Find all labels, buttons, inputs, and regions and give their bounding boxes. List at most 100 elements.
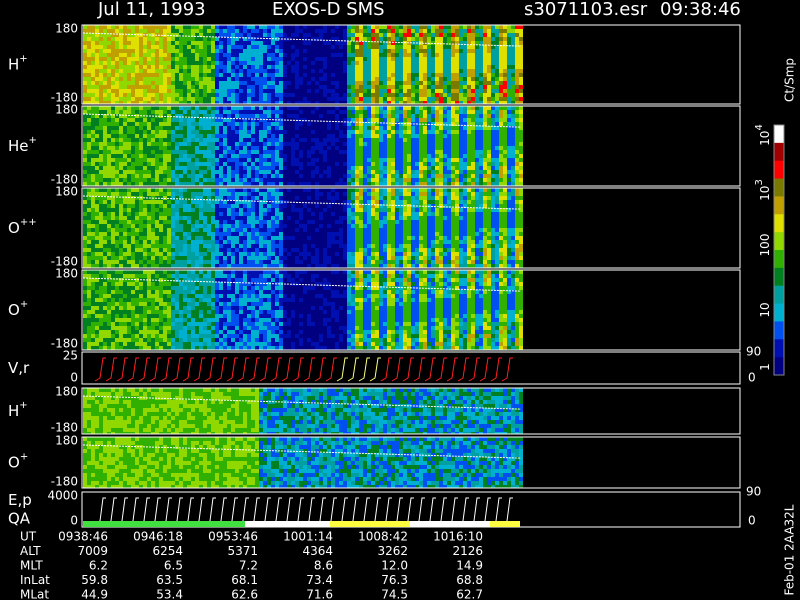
spectrogram-cell <box>279 106 283 110</box>
spectrogram-cell <box>183 264 187 268</box>
spectrogram-cell <box>143 142 147 146</box>
spectrogram-cell <box>143 200 147 204</box>
spectrogram-cell <box>375 73 379 77</box>
spectrogram-cell <box>199 57 203 61</box>
spectrogram-cell <box>159 93 163 97</box>
spectrogram-cell <box>455 61 459 65</box>
spectrogram-cell <box>319 85 323 89</box>
spectrogram-cell <box>187 248 191 252</box>
spectrogram-cell <box>479 138 483 142</box>
spectrogram-cell <box>155 208 159 212</box>
spectrogram-cell <box>139 228 143 232</box>
spectrogram-cell <box>191 174 195 178</box>
spectrogram-cell <box>483 65 487 69</box>
spectrogram-cell <box>515 93 519 97</box>
spectrogram-cell <box>419 57 423 61</box>
spectrogram-cell <box>443 65 447 69</box>
spectrogram-cell <box>355 106 359 110</box>
spectrogram-cell <box>231 154 235 158</box>
spectrogram-cell <box>387 77 391 81</box>
spectrogram-cell <box>287 130 291 134</box>
spectrogram-cell <box>275 41 279 45</box>
spectrogram-cell <box>211 170 215 174</box>
spectrogram-cell <box>227 101 231 104</box>
spectrogram-cell <box>195 106 199 110</box>
spectrogram-cell <box>387 29 391 33</box>
spectrogram-cell <box>519 61 523 65</box>
spectrogram-cell <box>243 122 247 126</box>
spectrogram-cell <box>435 49 439 53</box>
spectrogram-cell <box>395 150 399 154</box>
spectrogram-cell <box>323 97 327 101</box>
spectrogram-cell <box>399 73 403 77</box>
spectrogram-cell <box>175 93 179 97</box>
spectrogram-cell <box>507 118 511 122</box>
spectrogram-cell <box>239 126 243 130</box>
spectrogram-cell <box>383 101 387 104</box>
spectrogram-cell <box>99 178 103 182</box>
spectrogram-cell <box>123 264 127 268</box>
spectrogram-cell <box>323 150 327 154</box>
spectrogram-cell <box>107 114 111 118</box>
spectrogram-cell <box>99 134 103 138</box>
spectrogram-cell <box>251 93 255 97</box>
spectrogram-cell <box>479 126 483 130</box>
spectrogram-cell <box>503 49 507 53</box>
spectrogram-cell <box>243 106 247 110</box>
spectrogram-cell <box>159 178 163 182</box>
spectrogram-cell <box>251 81 255 85</box>
spectrogram-cell <box>99 25 103 29</box>
spectrogram-cell <box>91 162 95 166</box>
spectrogram-cell <box>111 37 115 41</box>
spectrogram-cell <box>515 37 519 41</box>
spectrogram-cell <box>271 97 275 101</box>
spectrogram-cell <box>163 216 167 220</box>
spectrogram-cell <box>287 170 291 174</box>
spectrogram-cell <box>187 106 191 110</box>
spectrogram-cell <box>271 138 275 142</box>
spectrogram-cell <box>123 57 127 61</box>
spectrogram-cell <box>231 97 235 101</box>
spectrogram-cell <box>103 81 107 85</box>
spectrogram-cell <box>131 188 135 192</box>
spectrogram-cell <box>395 110 399 114</box>
spectrogram-cell <box>455 146 459 150</box>
spectrogram-cell <box>259 138 263 142</box>
spectrogram-cell <box>91 73 95 77</box>
spectrogram-cell <box>499 158 503 162</box>
spectrogram-cell <box>251 85 255 89</box>
spectrogram-cell <box>235 182 239 186</box>
spectrogram-cell <box>459 110 463 114</box>
spectrogram-cell <box>327 41 331 45</box>
spectrogram-cell <box>283 182 287 186</box>
spectrogram-cell <box>127 106 131 110</box>
spectrogram-cell <box>135 41 139 45</box>
spectrogram-cell <box>263 85 267 89</box>
spectrogram-cell <box>143 174 147 178</box>
spectrogram-cell <box>139 37 143 41</box>
spectrogram-cell <box>235 73 239 77</box>
spectrogram-cell <box>491 134 495 138</box>
spectrogram-cell <box>167 29 171 33</box>
spectrogram-cell <box>87 158 91 162</box>
spectrogram-cell <box>219 178 223 182</box>
spectrogram-cell <box>235 118 239 122</box>
spectrogram-cell <box>167 192 171 196</box>
spectrogram-cell <box>503 130 507 134</box>
spectrogram-cell <box>179 25 183 29</box>
spectrogram-cell <box>239 118 243 122</box>
spectrogram-cell <box>311 25 315 29</box>
spectrogram-cell <box>391 33 395 37</box>
spectrogram-cell <box>123 182 127 186</box>
spectrogram-cell <box>331 154 335 158</box>
spectrogram-cell <box>159 29 163 33</box>
spectrogram-cell <box>487 97 491 101</box>
spectrogram-cell <box>223 61 227 65</box>
spectrogram-cell <box>403 97 407 101</box>
spectrogram-cell <box>115 134 119 138</box>
spectrogram-cell <box>307 49 311 53</box>
spectrogram-cell <box>267 61 271 65</box>
spectrogram-cell <box>183 142 187 146</box>
spectrogram-cell <box>415 81 419 85</box>
spectrogram-cell <box>195 29 199 33</box>
